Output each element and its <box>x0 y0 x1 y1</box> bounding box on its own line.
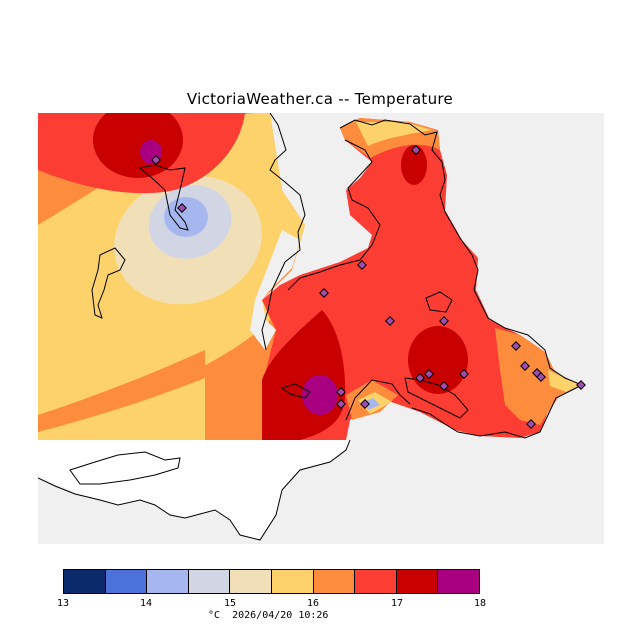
legend-label-17: 17 <box>390 598 404 609</box>
legend-swatch-0 <box>64 570 106 593</box>
station-marker <box>360 399 370 409</box>
legend-label-15: 15 <box>223 598 237 609</box>
legend-footer: °C 2026/04/20 10:26 <box>208 610 328 621</box>
coastline-south <box>38 439 351 541</box>
zone-teardrop-core <box>302 375 338 415</box>
legend-label-16: 16 <box>306 598 320 609</box>
zone-17-17.5 <box>93 113 183 178</box>
station-markers <box>151 145 586 429</box>
legend-label-18: 18 <box>473 598 487 609</box>
coastline-east-island <box>339 119 584 439</box>
coastline-south-spit <box>69 451 181 485</box>
temperature-map[interactable] <box>38 113 604 544</box>
coastlines <box>38 113 584 541</box>
west-temperature-field <box>38 113 305 440</box>
coastline-island-sw <box>280 383 311 399</box>
legend-swatch-6 <box>313 570 356 593</box>
east-temperature-field <box>250 118 580 440</box>
station-marker <box>576 380 586 390</box>
coastline-saltspring <box>425 291 453 313</box>
station-marker <box>357 260 367 270</box>
legend-label-14: 14 <box>139 598 153 609</box>
zone-east-lobe-yellow <box>548 370 580 392</box>
legend-swatch-7 <box>355 570 397 593</box>
station-marker <box>526 419 536 429</box>
station-marker <box>385 316 395 326</box>
zone-15.5-16-lower <box>38 378 205 440</box>
legend-swatch-2 <box>147 570 189 593</box>
legend-swatch-1 <box>105 570 148 593</box>
zone-cove-blue <box>363 398 380 410</box>
station-marker <box>177 203 187 213</box>
station-marker <box>151 155 161 165</box>
station-marker <box>536 372 546 382</box>
coastline-cove <box>345 379 411 421</box>
station-marker <box>336 399 346 409</box>
coastline-inlet-east <box>404 377 469 419</box>
legend-label-13: 13 <box>56 598 70 609</box>
zone-east-north-yellow <box>356 122 432 146</box>
station-marker <box>511 341 521 351</box>
station-marker <box>424 369 434 379</box>
station-marker <box>411 145 421 155</box>
timestamp: 2026/04/20 10:26 <box>232 610 329 621</box>
station-marker <box>459 369 469 379</box>
coastline-peninsula <box>138 164 189 231</box>
zone-14-14.5 <box>164 197 208 237</box>
zone-east-hot-north <box>401 145 427 185</box>
station-marker <box>319 288 329 298</box>
legend-swatch-8 <box>396 570 439 593</box>
station-marker <box>439 381 449 391</box>
legend-swatch-4 <box>230 570 272 593</box>
coastline-island-nw <box>91 247 126 319</box>
land-below <box>38 440 350 540</box>
map-title: VictoriaWeather.ca -- Temperature <box>186 90 454 108</box>
legend-swatch-9 <box>438 570 479 593</box>
station-marker <box>415 373 425 383</box>
station-marker <box>336 387 346 397</box>
station-marker <box>520 361 530 371</box>
station-marker <box>439 316 449 326</box>
legend-swatch-5 <box>271 570 314 593</box>
color-scale-bar <box>63 569 480 594</box>
unit-label: °C <box>208 610 221 621</box>
coastline-north-shore <box>261 113 306 351</box>
legend-swatch-3 <box>188 570 231 593</box>
zone-east-hot-central <box>408 326 468 394</box>
coastline-east-inner <box>287 139 381 291</box>
